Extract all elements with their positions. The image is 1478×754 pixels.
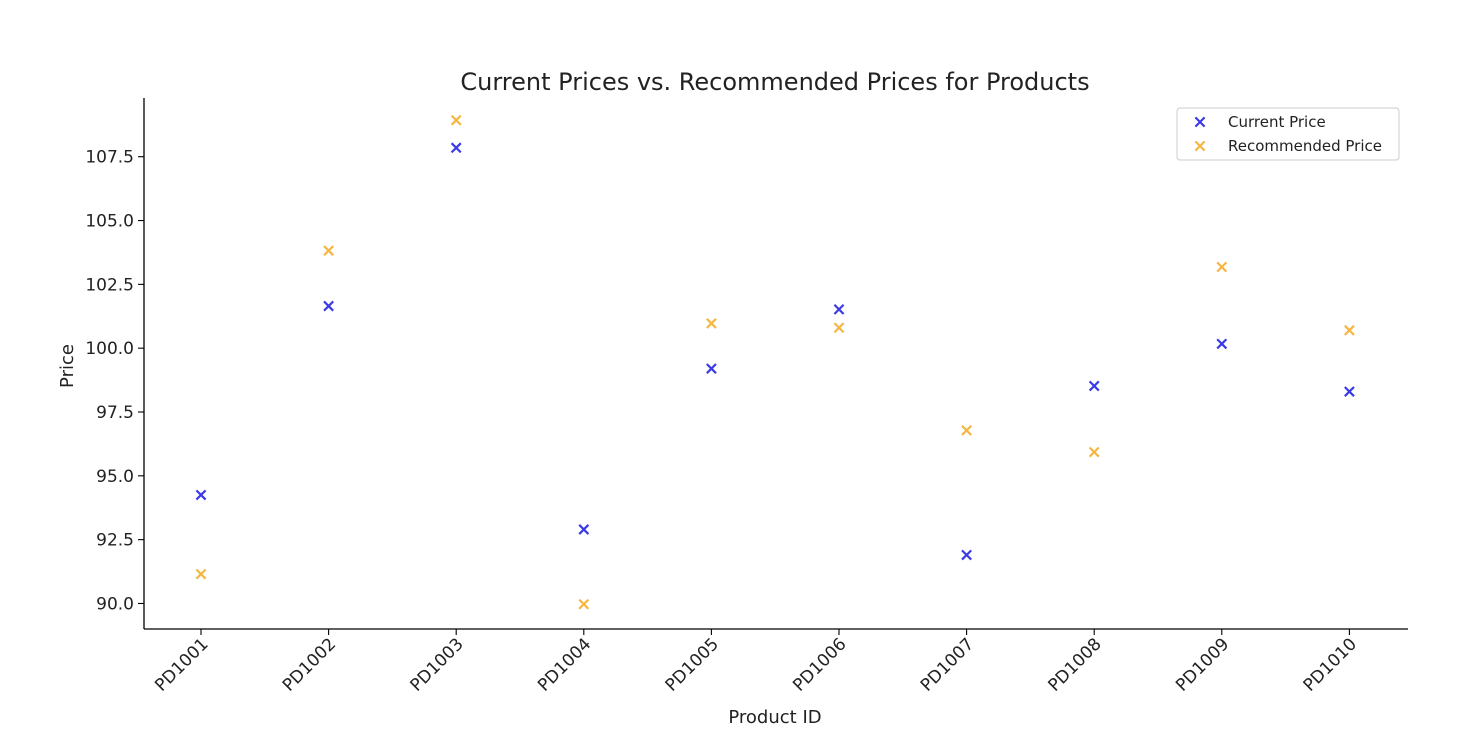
x-tick-label: PD1004 xyxy=(534,634,595,695)
data-point xyxy=(195,489,207,501)
chart-title: Current Prices vs. Recommended Prices fo… xyxy=(460,68,1089,96)
x-tick-label: PD1005 xyxy=(662,634,723,695)
data-point xyxy=(578,598,590,610)
y-tick-label: 105.0 xyxy=(85,212,134,232)
x-tick-label: PD1008 xyxy=(1044,634,1105,695)
x-tick-label: PD1003 xyxy=(406,634,467,695)
y-axis-ticks: 90.0 92.5 95.0 97.5 100.0 102.5 105.0 107.5 xyxy=(85,148,144,614)
data-point xyxy=(706,318,717,329)
x-tick-label: PD1002 xyxy=(279,634,340,695)
legend-item: Current Price xyxy=(1194,113,1326,131)
y-tick-label: 92.5 xyxy=(96,531,134,551)
data-point xyxy=(195,568,207,580)
y-tick-label: 100.0 xyxy=(85,339,134,359)
legend-item: Recommended Price xyxy=(1194,137,1382,155)
x-tick-label: PD1007 xyxy=(917,634,978,695)
x-axis-ticks: PD1001 PD1002 PD1003 PD1004 PD1005 PD1006 PD10… xyxy=(151,629,1361,696)
legend-box xyxy=(1176,107,1400,161)
legend-marker xyxy=(1194,116,1206,128)
x-tick-label: PD1009 xyxy=(1172,634,1233,695)
x-tick-label: PD1010 xyxy=(1300,634,1361,695)
data-point xyxy=(961,425,972,436)
data-point xyxy=(1088,446,1100,458)
data-point xyxy=(323,300,334,312)
data-point xyxy=(323,245,334,257)
x-tick-label: PD1001 xyxy=(151,634,212,695)
y-tick-label: 102.5 xyxy=(85,275,134,295)
data-point xyxy=(1344,386,1355,397)
y-tick-label: 95.0 xyxy=(96,467,134,487)
y-tick-label: 107.5 xyxy=(85,148,134,168)
data-point xyxy=(578,524,590,535)
legend: Current Price Recommended Price xyxy=(1176,107,1400,161)
data-point xyxy=(833,322,845,334)
legend-marker xyxy=(1194,140,1206,152)
data-point xyxy=(1216,338,1228,350)
y-axis-title: Price xyxy=(57,344,78,388)
data-point xyxy=(450,114,462,126)
data-point xyxy=(706,363,717,374)
axes xyxy=(143,98,1408,630)
data-point xyxy=(450,142,462,154)
series-current-price xyxy=(195,142,1355,561)
data-point xyxy=(961,549,972,561)
data-point xyxy=(1216,261,1228,273)
legend-label: Current Price xyxy=(1228,113,1326,131)
data-point xyxy=(1088,380,1100,392)
x-axis-title: Product ID xyxy=(728,707,821,728)
data-point xyxy=(833,304,845,315)
data-points xyxy=(195,114,1355,610)
data-point xyxy=(1344,324,1355,336)
y-tick-label: 97.5 xyxy=(96,403,134,423)
series-recommended-price xyxy=(195,114,1355,610)
y-tick-label: 90.0 xyxy=(96,594,134,614)
x-tick-label: PD1006 xyxy=(789,634,850,695)
legend-label: Recommended Price xyxy=(1228,137,1382,155)
